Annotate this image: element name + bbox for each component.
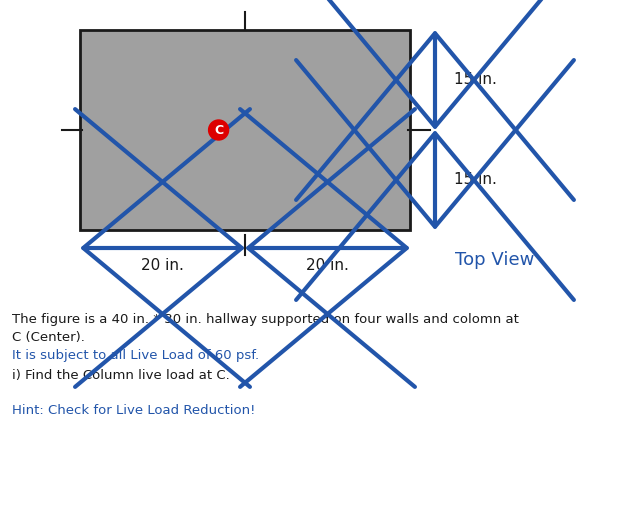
Text: C (Center).: C (Center). [12, 331, 85, 345]
Bar [80, 30, 410, 230]
Text: The figure is a 40 in. * 30 in. hallway supported on four walls and colomn at: The figure is a 40 in. * 30 in. hallway … [12, 313, 519, 327]
Text: 15 in.: 15 in. [453, 173, 497, 187]
Text: C: C [214, 123, 223, 137]
Circle shape [208, 120, 229, 140]
Text: It is subject to all Live Load of 60 psf.: It is subject to all Live Load of 60 psf… [12, 349, 259, 361]
Text: 20 in.: 20 in. [306, 259, 349, 273]
Text: Top View: Top View [455, 251, 534, 269]
Text: 15 in.: 15 in. [453, 73, 497, 88]
Text: 20 in.: 20 in. [141, 259, 184, 273]
Text: Hint: Check for Live Load Reduction!: Hint: Check for Live Load Reduction! [12, 403, 256, 416]
Text: i) Find the Column live load at C.: i) Find the Column live load at C. [12, 369, 230, 381]
